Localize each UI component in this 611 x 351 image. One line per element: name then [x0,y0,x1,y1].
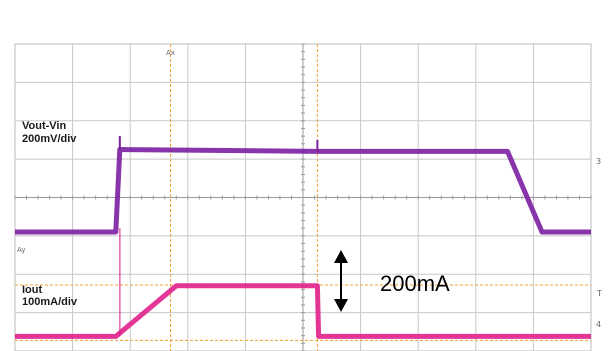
annotation-text: 200mA [380,271,450,296]
series-2-label-line1: Iout [22,284,42,296]
double-arrow-annotation [334,250,348,312]
channel-4-marker: 4 [596,320,601,329]
channel-3-marker: 3 [596,157,601,166]
trigger-marker: T [596,289,602,298]
cursor-ay-label: Ay [17,246,25,254]
grid [14,43,592,351]
cursor-ax-label: Ax [166,49,175,57]
series-1-label-line1: Vout-Vin [22,120,66,132]
traces [15,136,591,339]
series-trace-2 [15,283,591,339]
series-2-label-line2: 100mA/div [22,296,78,308]
series-1-label-line2: 200mV/div [22,133,77,145]
